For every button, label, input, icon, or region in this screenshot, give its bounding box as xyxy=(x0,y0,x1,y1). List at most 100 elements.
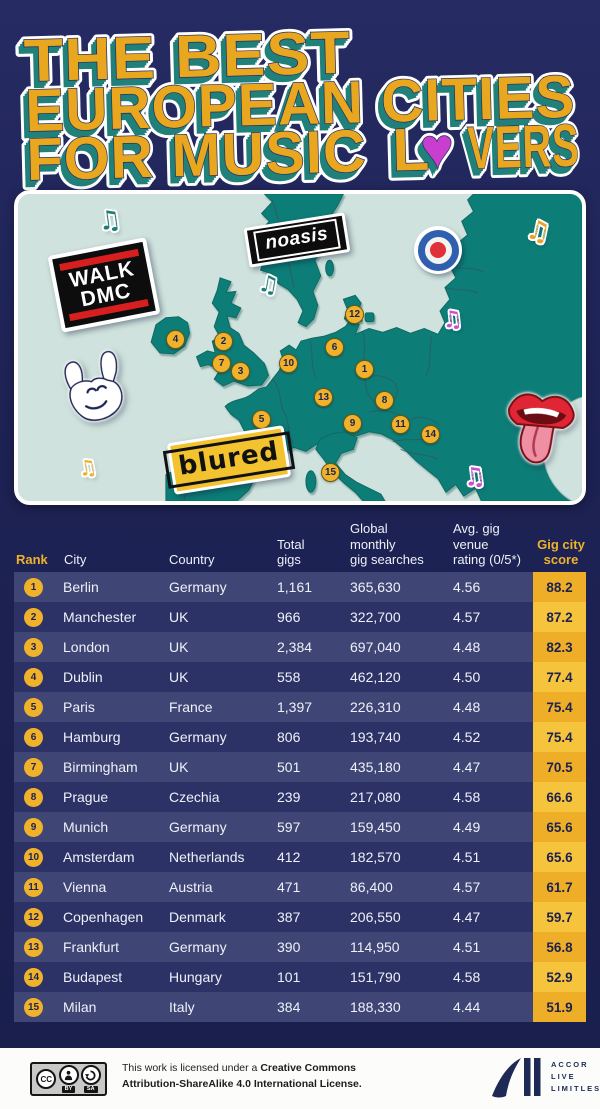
map-marker-london: 3 xyxy=(231,362,250,381)
total-gigs-cell: 239 xyxy=(277,789,301,805)
searches-cell: 151,790 xyxy=(350,969,401,985)
city-cell: Milan xyxy=(63,999,97,1015)
city-cell: Vienna xyxy=(63,879,107,895)
country-cell: Germany xyxy=(169,819,227,835)
rating-cell: 4.48 xyxy=(453,639,481,655)
total-gigs-cell: 101 xyxy=(277,969,301,985)
table-header: Rank City Country Total gigs Global mont… xyxy=(0,521,600,570)
searches-cell: 193,740 xyxy=(350,729,401,745)
rank-badge: 9 xyxy=(24,817,43,837)
heart-icon xyxy=(418,115,457,181)
marker-number: 11 xyxy=(395,419,406,430)
map-marker-prague: 8 xyxy=(375,391,394,410)
all-wordmark-icon xyxy=(492,1058,541,1098)
map-marker-copenhagen: 12 xyxy=(345,305,364,324)
city-cell: London xyxy=(63,639,110,655)
logo-word-limitless: LIMITLESS xyxy=(551,1084,600,1093)
rank-badge: 12 xyxy=(24,907,43,927)
city-cell: Berlin xyxy=(63,579,99,595)
score-cell: 70.5 xyxy=(533,752,586,782)
score-cell: 52.9 xyxy=(533,962,586,992)
table-row: 8 Prague Czechia 239 217,080 4.58 66.6 xyxy=(14,782,586,812)
map-marker-manchester: 2 xyxy=(214,332,233,351)
table-row: 7 Birmingham UK 501 435,180 4.47 70.5 xyxy=(14,752,586,782)
rank-badge: 5 xyxy=(24,697,43,717)
marker-number: 15 xyxy=(324,467,337,478)
header-venue-rating: Avg. gig venue rating (0/5*) xyxy=(453,521,521,568)
marker-number: 7 xyxy=(218,358,225,369)
table-row: 15 Milan Italy 384 188,330 4.44 51.9 xyxy=(14,992,586,1022)
total-gigs-cell: 597 xyxy=(277,819,301,835)
license-bold: Attribution-ShareAlike 4.0 International… xyxy=(122,1077,362,1090)
page-title: THE BEST EUROPEAN CITIES FOR MUSIC L ♥ V… xyxy=(0,0,600,190)
score-cell: 77.4 xyxy=(533,662,586,692)
header-gig-searches: Global monthly gig searches xyxy=(350,521,424,568)
searches-cell: 206,550 xyxy=(350,909,401,925)
rating-cell: 4.50 xyxy=(453,669,481,685)
total-gigs-cell: 2,384 xyxy=(277,639,313,655)
score-cell: 75.4 xyxy=(533,692,586,722)
header-rank: Rank xyxy=(16,552,48,568)
rank-badge: 3 xyxy=(24,637,43,657)
header-total-gigs: Total gigs xyxy=(277,536,305,568)
marker-number: 12 xyxy=(348,309,361,320)
country-cell: UK xyxy=(169,609,189,625)
searches-cell: 86,400 xyxy=(350,879,393,895)
music-note-icon: ♫ xyxy=(440,305,464,335)
map-marker-amsterdam: 10 xyxy=(279,354,298,373)
score-cell: 75.4 xyxy=(533,722,586,752)
rank-badge: 15 xyxy=(24,997,43,1017)
ranking-table: 1 Berlin Germany 1,161 365,630 4.56 88.2… xyxy=(14,572,586,1022)
searches-cell: 697,040 xyxy=(350,639,401,655)
marker-number: 10 xyxy=(282,358,295,369)
city-cell: Prague xyxy=(63,789,109,805)
map-marker-frankfurt: 13 xyxy=(314,388,333,407)
rating-cell: 4.47 xyxy=(453,759,481,775)
footer: CC BY SA This work is licensed under a C… xyxy=(0,1048,600,1109)
logo-word-accor: ACCOR xyxy=(551,1060,589,1069)
city-cell: Frankfurt xyxy=(63,939,120,955)
map-marker-paris: 5 xyxy=(252,410,271,429)
map-marker-berlin: 1 xyxy=(355,360,374,379)
music-note-icon: ♫ xyxy=(96,204,124,238)
rating-cell: 4.58 xyxy=(453,789,481,805)
music-note-icon: ♫ xyxy=(76,454,99,482)
total-gigs-cell: 1,161 xyxy=(277,579,313,595)
map-marker-birmingham: 7 xyxy=(212,354,231,373)
license-bold: Creative Commons xyxy=(260,1062,357,1074)
score-cell: 87.2 xyxy=(533,602,586,632)
rank-badge: 6 xyxy=(24,727,43,747)
table-row: 5 Paris France 1,397 226,310 4.48 75.4 xyxy=(14,692,586,722)
rating-cell: 4.51 xyxy=(453,849,481,865)
searches-cell: 322,700 xyxy=(350,609,401,625)
rank-badge: 2 xyxy=(24,607,43,627)
total-gigs-cell: 1,397 xyxy=(277,699,313,715)
rank-badge: 14 xyxy=(24,967,43,987)
target-red-center xyxy=(430,242,446,258)
marker-number: 5 xyxy=(258,414,265,425)
cc-sa-icon xyxy=(80,1065,101,1085)
rock-hand-sticker xyxy=(64,351,123,421)
map-marker-hamburg: 6 xyxy=(325,338,344,357)
city-cell: Munich xyxy=(63,819,109,835)
header-city: City xyxy=(64,552,87,568)
noasis-text: noasis xyxy=(253,218,341,262)
city-cell: Paris xyxy=(63,699,95,715)
marker-number: 8 xyxy=(381,395,388,406)
accor-all-logo: ACCOR LIVE LIMITLESS xyxy=(490,1056,600,1098)
country-cell: Denmark xyxy=(169,909,226,925)
table-row: 1 Berlin Germany 1,161 365,630 4.56 88.2 xyxy=(14,572,586,602)
searches-cell: 188,330 xyxy=(350,999,401,1015)
country-cell: Czechia xyxy=(169,789,220,805)
rank-badge: 11 xyxy=(24,877,43,897)
marker-number: 3 xyxy=(237,366,244,377)
total-gigs-cell: 806 xyxy=(277,729,301,745)
lips-tongue-sticker xyxy=(507,393,575,464)
table-row: 4 Dublin UK 558 462,120 4.50 77.4 xyxy=(14,662,586,692)
license-text: This work is licensed under a Creative C… xyxy=(122,1061,362,1093)
map-marker-vienna: 11 xyxy=(391,415,410,434)
marker-number: 4 xyxy=(172,334,179,345)
country-cell: Italy xyxy=(169,999,195,1015)
city-cell: Copenhagen xyxy=(63,909,144,925)
score-cell: 65.6 xyxy=(533,842,586,872)
